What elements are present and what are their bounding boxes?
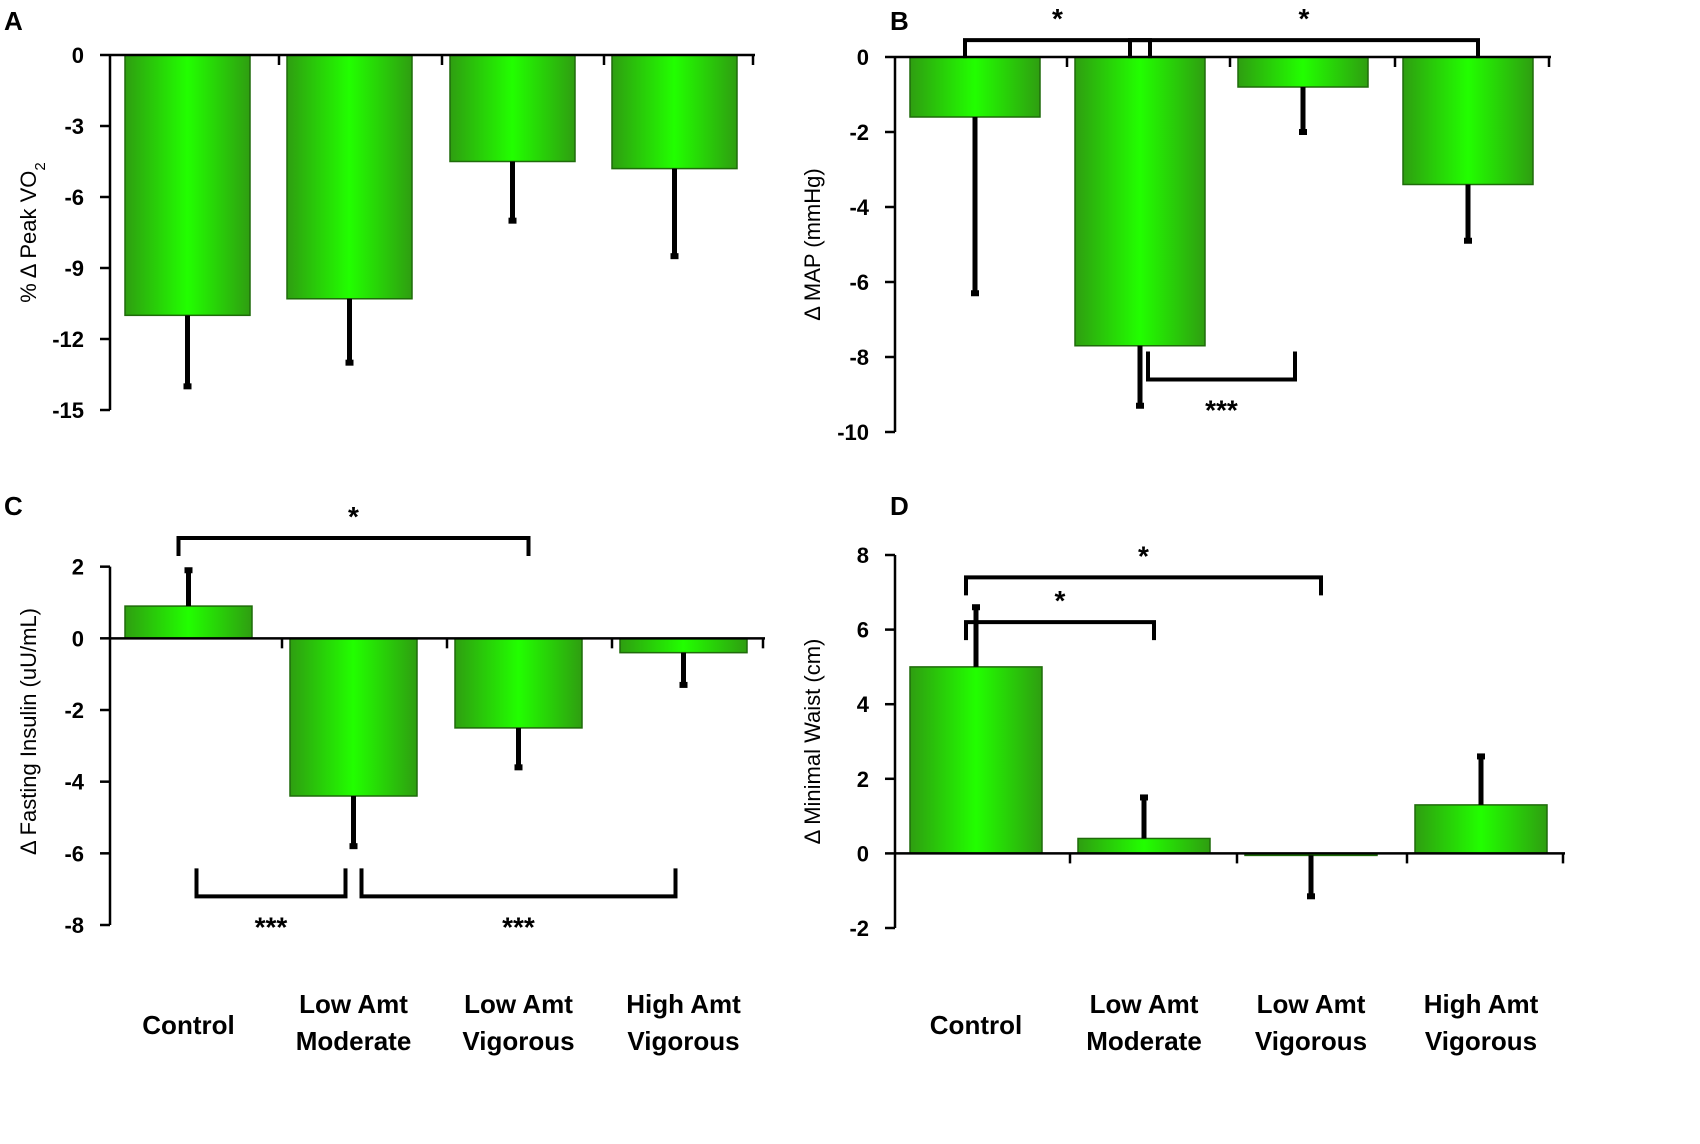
error-cap <box>1464 237 1472 244</box>
category-label: Moderate <box>1086 1026 1202 1056</box>
y-tick-label: 8 <box>857 543 869 568</box>
y-tick-label: 2 <box>857 767 869 792</box>
bar <box>124 54 251 317</box>
bar <box>1074 56 1206 347</box>
bar <box>1414 804 1548 855</box>
y-tick-label: -9 <box>64 256 84 281</box>
category-label: Control <box>930 1010 1022 1040</box>
error-cap <box>1136 402 1144 409</box>
significance-bracket <box>194 868 348 899</box>
y-tick-label: -6 <box>64 185 84 210</box>
y-tick-label: -3 <box>64 114 84 139</box>
significance-bracket <box>963 38 1152 59</box>
bar <box>909 666 1043 855</box>
error-cap <box>1307 893 1315 900</box>
significance-label: *** <box>1205 395 1238 426</box>
category-label: Low Amt <box>1090 989 1199 1019</box>
panel-label: B <box>890 6 909 36</box>
significance-bracket <box>176 536 531 556</box>
panel-B: B0-2-4-6-8-10Δ MAP (mmHg)* **** <box>800 3 1551 445</box>
category-label: Moderate <box>296 1026 412 1056</box>
error-cap <box>345 359 354 366</box>
panel-C: C20-2-4-6-8Δ Fasting Insulin (uU/mL)****… <box>4 491 765 1056</box>
y-axis-label: % Δ Peak VO2 <box>16 162 49 302</box>
bar <box>289 637 418 797</box>
significance-label: * <box>1138 540 1149 571</box>
category-label: Low Amt <box>1257 989 1366 1019</box>
error-cap <box>183 383 192 390</box>
category-label: Low Amt <box>464 989 573 1019</box>
significance-bracket <box>964 575 1323 596</box>
error-cap <box>1299 129 1307 135</box>
y-tick-label: -10 <box>837 420 869 445</box>
y-tick-label: 0 <box>72 626 84 651</box>
bar <box>1077 837 1211 855</box>
y-tick-label: -2 <box>64 698 84 723</box>
y-axis-label-subscript: 2 <box>32 162 49 170</box>
y-tick-label: 0 <box>857 45 869 70</box>
y-tick-label: -4 <box>849 195 869 220</box>
significance-label: *** <box>255 911 288 942</box>
y-tick-label: 6 <box>857 618 869 643</box>
significance-label: * <box>1052 3 1063 34</box>
bar <box>449 54 576 163</box>
y-tick-label: -8 <box>849 345 869 370</box>
bar <box>1237 56 1369 88</box>
y-axis-label: Δ Minimal Waist (cm) <box>800 639 825 845</box>
bar <box>909 56 1041 118</box>
significance-bracket <box>359 868 678 899</box>
y-axis-label: Δ Fasting Insulin (uU/mL) <box>16 608 41 855</box>
category-label: High Amt <box>1424 989 1539 1019</box>
significance-label: * <box>1055 585 1066 616</box>
bar <box>1402 56 1534 186</box>
category-label: Low Amt <box>299 989 408 1019</box>
error-cap <box>1477 753 1485 760</box>
error-cap <box>670 253 679 260</box>
panel-A: A 0 -3 -6 -9 -12 -15 % Δ Peak VO2 <box>4 6 755 423</box>
panel-label: A <box>4 6 23 36</box>
panel-label: D <box>890 491 909 521</box>
category-label: High Amt <box>626 989 741 1019</box>
error-cap <box>1140 794 1148 801</box>
y-tick-label: -12 <box>52 327 84 352</box>
y-tick-label: -4 <box>64 770 84 795</box>
bar <box>454 637 583 729</box>
error-cap <box>971 290 979 297</box>
y-tick-label: 0 <box>857 841 869 866</box>
y-axis-label: Δ MAP (mmHg) <box>800 168 825 320</box>
bar <box>619 637 748 654</box>
error-cap <box>514 764 523 771</box>
category-label: Vigorous <box>627 1026 739 1056</box>
category-label: Vigorous <box>462 1026 574 1056</box>
y-tick-label: -2 <box>849 120 869 145</box>
y-tick-label: -8 <box>64 913 84 938</box>
significance-label: * <box>1299 3 1310 34</box>
y-tick-label: 4 <box>857 692 870 717</box>
panel-D: D8 6 4 2 0 -2 Δ Minimal Waist (cm) * * Control Low… <box>800 491 1565 1056</box>
error-cap <box>508 217 517 224</box>
y-tick-label: 0 <box>72 43 84 68</box>
category-label: Vigorous <box>1425 1026 1537 1056</box>
significance-label: * <box>348 501 359 532</box>
significance-bracket <box>1146 351 1297 382</box>
y-tick-label: 2 <box>72 555 84 580</box>
significance-label: *** <box>502 911 535 942</box>
error-cap <box>972 604 980 611</box>
significance-bracket <box>964 620 1156 641</box>
y-tick-label: -2 <box>849 916 869 941</box>
y-tick-label: -6 <box>64 841 84 866</box>
error-cap <box>679 681 688 688</box>
bar <box>286 54 413 300</box>
y-tick-label: -15 <box>52 398 84 423</box>
bar <box>611 54 738 170</box>
significance-bracket <box>1128 38 1480 59</box>
error-cap <box>184 567 193 574</box>
y-tick-label: -6 <box>849 270 869 295</box>
bar <box>124 605 253 640</box>
category-label: Control <box>142 1010 234 1040</box>
error-cap <box>349 843 358 850</box>
category-label: Vigorous <box>1255 1026 1367 1056</box>
panel-label: C <box>4 491 23 521</box>
